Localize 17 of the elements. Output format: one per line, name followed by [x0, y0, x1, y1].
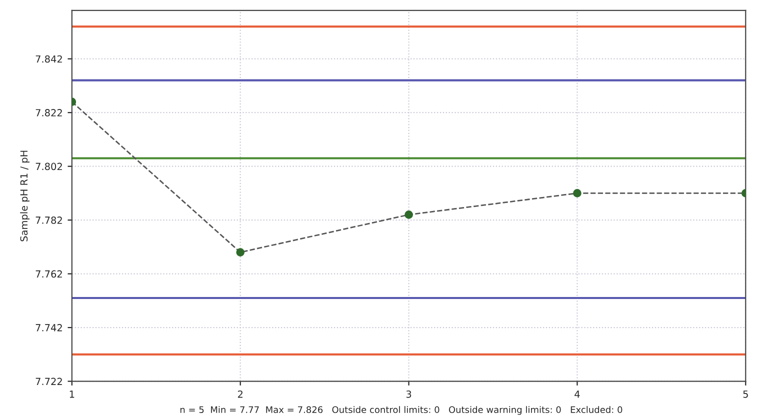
x-tick-label: 5: [743, 390, 748, 398]
x-tick-label: 1: [70, 390, 74, 398]
y-tick-label: 7.782: [36, 216, 62, 224]
point: [404, 210, 413, 219]
x-tick-label: 3: [406, 390, 412, 398]
y-tick-label: 7.722: [36, 378, 62, 385]
point: [573, 189, 582, 198]
y-tick-label: 7.762: [36, 270, 62, 278]
y-tick-label: 7.822: [36, 109, 62, 116]
x-tick-label: 2: [238, 390, 242, 398]
y-tick-label: 7.842: [36, 55, 62, 63]
x-tick-label: 4: [574, 390, 580, 398]
y-tick-label: 7.742: [36, 324, 62, 332]
y-tick-label: 7.802: [36, 162, 62, 170]
y-axis-title: Sample pH R1 / pH: [20, 150, 30, 242]
point: [236, 248, 245, 256]
text: n = 5 Min = 7.77 Max = 7.826 Outside control limits: 0 Outside warning limits: 0 Excluded: 0: [180, 406, 622, 415]
